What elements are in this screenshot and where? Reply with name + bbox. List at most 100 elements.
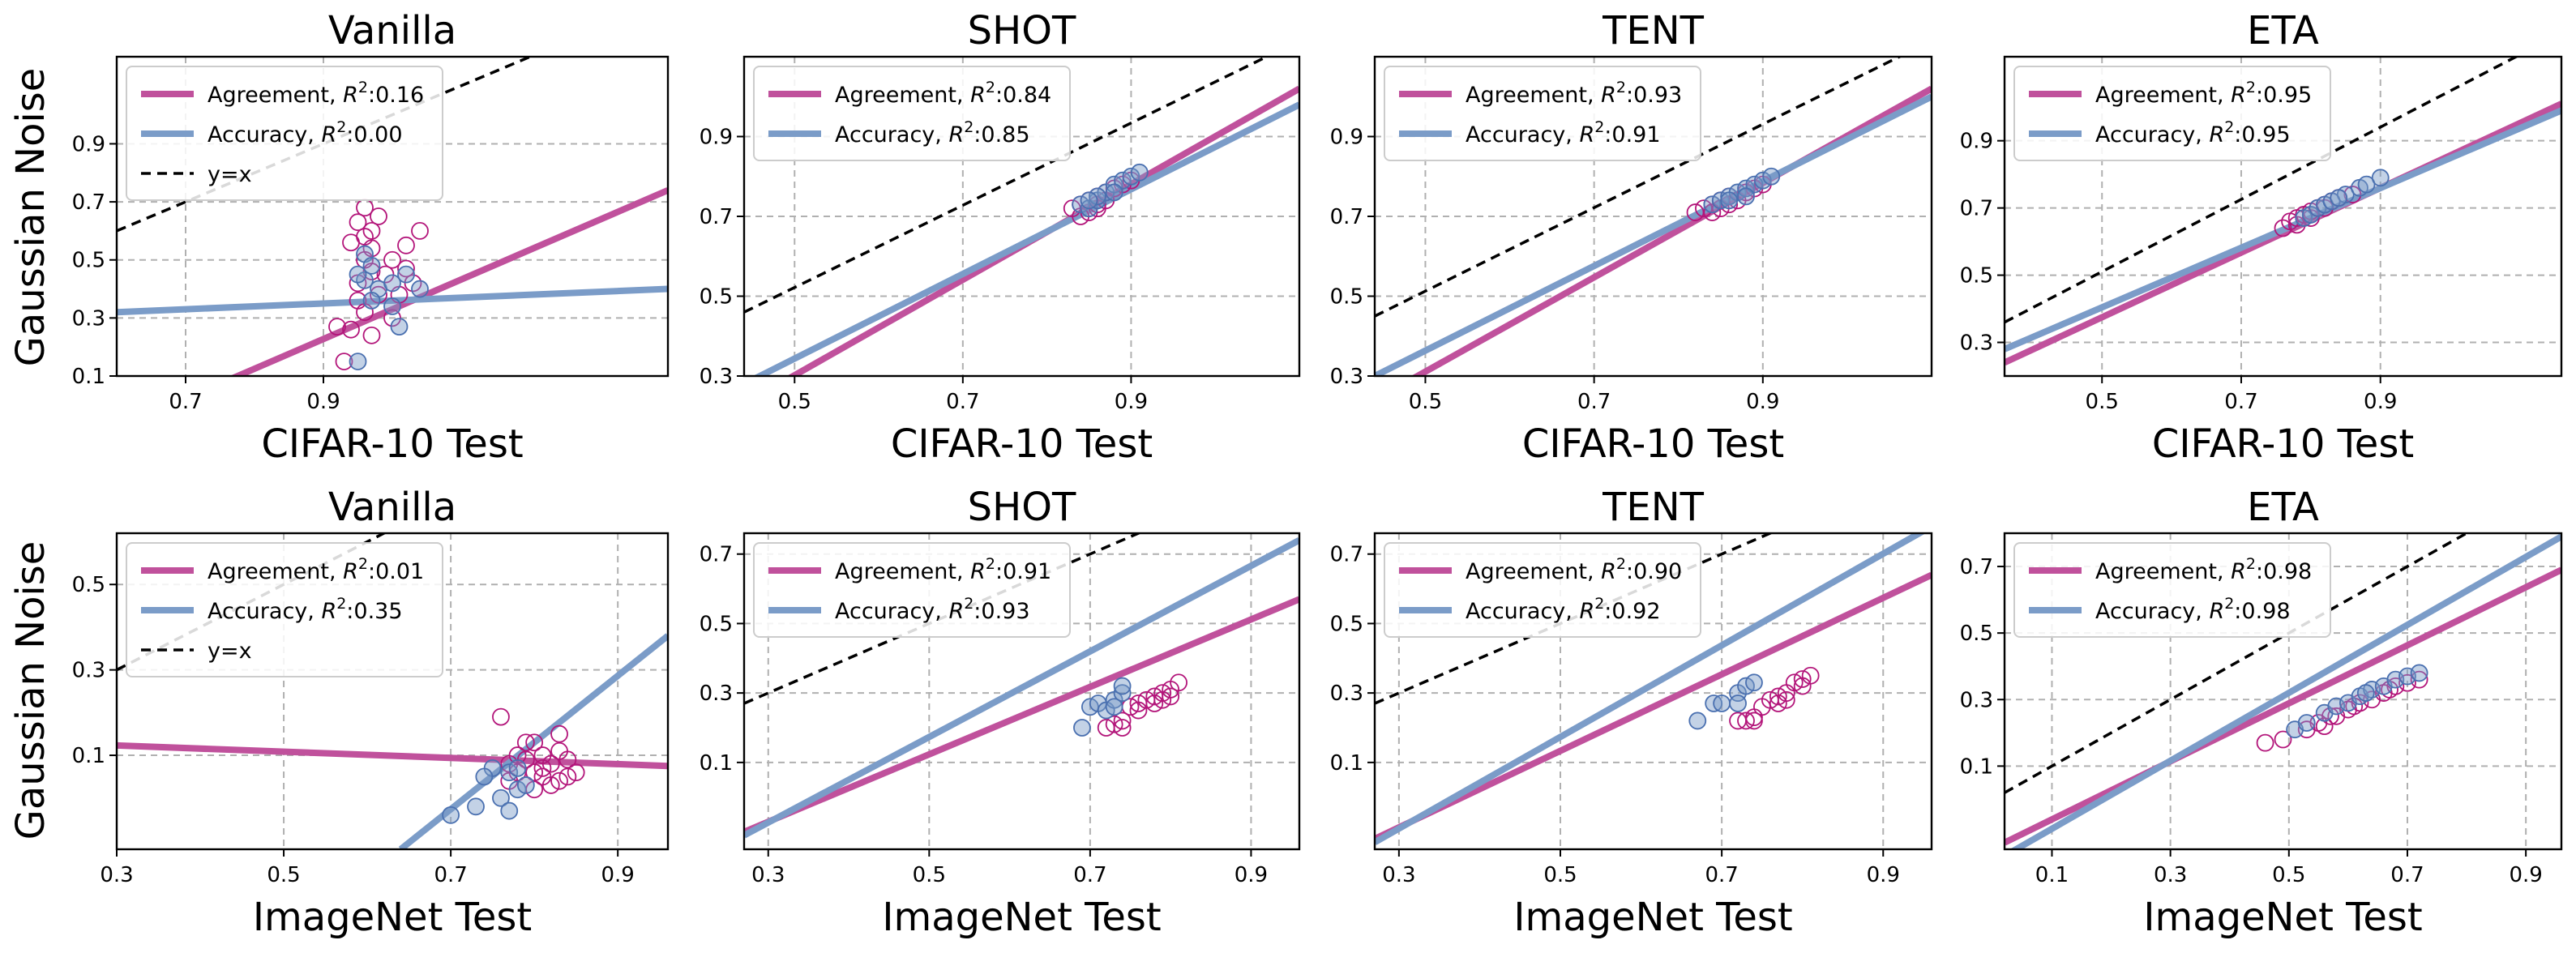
legend-label: Agreement, R2:0.01 <box>208 555 424 584</box>
accuracy-point <box>1113 677 1132 695</box>
accuracy-line <box>2009 533 2561 849</box>
x-axis-label: ImageNet Test <box>882 895 1161 940</box>
plot-area <box>744 57 1299 376</box>
x-tick-label: 0.5 <box>2272 863 2305 887</box>
x-tick-label: 0.3 <box>1382 863 1415 887</box>
identity-line <box>2005 57 2519 324</box>
agreement-point <box>2256 733 2274 752</box>
y-tick-label: 0.3 <box>1960 331 1993 356</box>
accuracy-line <box>1375 533 1927 845</box>
identity-line <box>1375 57 1903 318</box>
accuracy-point <box>1729 694 1747 712</box>
accuracy-point <box>508 759 527 777</box>
x-tick-label: 0.9 <box>1746 390 1779 414</box>
agreement-point <box>1153 690 1172 709</box>
accuracy-point <box>1762 167 1781 186</box>
plot-area <box>2005 533 2561 849</box>
y-tick-label: 0.3 <box>72 306 105 331</box>
agreement-point <box>1785 673 1804 692</box>
accuracy-point <box>1745 175 1764 194</box>
agreement-point <box>541 754 560 773</box>
accuracy-point <box>467 797 485 816</box>
x-tick-label: 0.7 <box>2224 390 2257 414</box>
agreement-line <box>744 596 1299 835</box>
agreement-line <box>2005 566 2561 846</box>
x-axis-label: ImageNet Test <box>2143 895 2422 940</box>
plot-area <box>117 533 668 849</box>
agreement-point <box>342 233 360 252</box>
panel-title: TENT <box>1602 8 1705 53</box>
y-tick-label: 0.1 <box>1960 754 1993 779</box>
legend-label: Accuracy, R2:0.92 <box>1466 595 1661 624</box>
agreement-point <box>328 318 346 336</box>
x-tick-label: 0.7 <box>2390 863 2424 887</box>
accuracy-point <box>1105 698 1123 716</box>
agreement-point <box>2343 186 2362 203</box>
agreement-point <box>397 236 415 254</box>
legend-box <box>126 542 443 677</box>
agreement-point <box>2315 717 2334 736</box>
agreement-point <box>550 741 568 760</box>
panel-title: ETA <box>2247 8 2319 53</box>
agreement-point <box>1801 666 1820 685</box>
legend-box <box>126 66 443 201</box>
x-tick-label: 0.9 <box>306 390 340 414</box>
x-tick-label: 0.9 <box>2364 390 2397 414</box>
agreement-point <box>1745 712 1763 730</box>
y-tick-label: 0.7 <box>1330 543 1363 567</box>
agreement-point <box>541 776 560 794</box>
legend-label: Accuracy, R2:0.00 <box>208 118 403 147</box>
agreement-point <box>370 285 387 304</box>
legend-box <box>1384 66 1701 161</box>
agreement-point <box>1105 715 1123 733</box>
agreement-point <box>349 291 367 310</box>
x-tick-label: 0.9 <box>601 863 635 887</box>
agreement-point <box>1777 690 1795 709</box>
legend-label: Agreement, R2:0.95 <box>2095 79 2312 108</box>
legend: Agreement, R2:0.91 Accuracy, R2:0.93 <box>753 542 1071 638</box>
legend: Agreement, R2:0.84 Accuracy, R2:0.85 <box>753 66 1071 161</box>
accuracy-point <box>492 788 510 807</box>
plot-area <box>117 57 668 376</box>
agreement-point <box>1113 712 1132 730</box>
legend-box <box>753 66 1071 161</box>
legend-box <box>1384 542 1701 638</box>
accuracy-point <box>2330 189 2348 207</box>
x-tick-label: 0.9 <box>1115 390 1148 414</box>
y-tick-label: 0.5 <box>72 573 105 597</box>
y-tick-label: 0.1 <box>72 744 105 768</box>
agreement-point <box>411 222 429 240</box>
y-tick-label: 0.7 <box>1960 555 1993 579</box>
identity-line <box>744 57 1270 314</box>
agreement-point <box>1703 203 1722 221</box>
axes-frame <box>1373 532 1933 851</box>
legend-label: y=x <box>208 639 252 664</box>
accuracy-point <box>475 767 494 786</box>
legend-box <box>753 542 1071 638</box>
accuracy-point <box>2371 169 2390 187</box>
agreement-point <box>525 733 544 752</box>
axes-frame <box>2003 55 2563 378</box>
x-tick-label: 0.5 <box>267 863 300 887</box>
accuracy-point <box>500 801 519 820</box>
agreement-point <box>516 733 535 752</box>
panel-title: Vanilla <box>328 485 456 530</box>
legend-box <box>2013 66 2331 161</box>
y-tick-label: 0.1 <box>1330 751 1363 776</box>
x-tick-label: 0.7 <box>169 390 202 414</box>
x-tick-label: 0.9 <box>1235 863 1268 887</box>
legend: Agreement, R2:0.90 Accuracy, R2:0.92 <box>1384 542 1701 638</box>
panel-8: 0.1 0.3 0.5 0.7 0.9 0.1 0.3 0.5 0.7 ETA ImageNet T… <box>1960 485 2563 940</box>
accuracy-point <box>362 256 381 275</box>
agreement-line <box>1375 571 1932 842</box>
y-tick-label: 0.9 <box>72 132 105 156</box>
x-tick-label: 0.5 <box>1409 390 1442 414</box>
x-tick-label: 0.9 <box>2509 863 2542 887</box>
legend-label: Accuracy, R2:0.91 <box>1466 118 1661 147</box>
x-tick-label: 0.3 <box>2154 863 2187 887</box>
panel-1: 0.7 0.9 0.1 0.3 0.5 0.7 0.9 Vanilla CIFAR-10 Tes… <box>72 8 670 467</box>
x-tick-label: 0.7 <box>434 863 467 887</box>
accuracy-line <box>1375 93 1932 376</box>
y-tick-label: 0.7 <box>700 205 733 229</box>
agreement-point <box>2287 216 2306 234</box>
